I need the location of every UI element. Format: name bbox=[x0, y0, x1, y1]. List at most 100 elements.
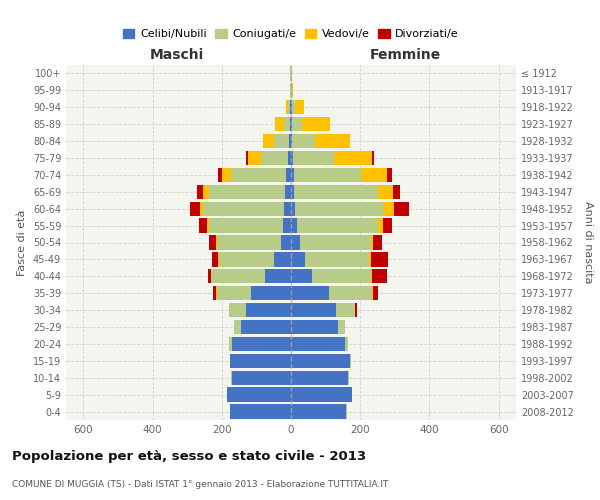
Bar bbox=[207, 218, 209, 233]
Bar bbox=[371, 236, 373, 250]
Bar bbox=[260, 151, 288, 165]
Bar bbox=[387, 168, 392, 182]
Bar bbox=[231, 168, 286, 182]
Bar bbox=[274, 134, 289, 148]
Bar bbox=[334, 151, 373, 165]
Bar bbox=[296, 218, 378, 233]
Bar bbox=[291, 252, 305, 266]
Bar bbox=[348, 370, 349, 385]
Bar bbox=[292, 83, 293, 98]
Bar bbox=[312, 269, 371, 283]
Bar bbox=[245, 151, 248, 165]
Bar bbox=[373, 236, 382, 250]
Bar bbox=[281, 236, 291, 250]
Y-axis label: Fasce di età: Fasce di età bbox=[17, 210, 27, 276]
Bar bbox=[284, 117, 290, 132]
Bar bbox=[287, 100, 290, 114]
Bar bbox=[291, 336, 344, 351]
Bar bbox=[227, 388, 291, 402]
Bar bbox=[291, 151, 293, 165]
Bar bbox=[290, 117, 291, 132]
Bar bbox=[292, 100, 295, 114]
Bar bbox=[203, 184, 209, 199]
Bar bbox=[361, 168, 387, 182]
Bar bbox=[285, 184, 291, 199]
Text: Popolazione per età, sesso e stato civile - 2013: Popolazione per età, sesso e stato civil… bbox=[12, 450, 366, 463]
Bar bbox=[209, 236, 215, 250]
Bar bbox=[371, 269, 387, 283]
Bar bbox=[283, 218, 291, 233]
Bar bbox=[197, 184, 203, 199]
Bar bbox=[199, 218, 207, 233]
Bar bbox=[291, 184, 295, 199]
Bar bbox=[291, 303, 336, 318]
Bar bbox=[291, 404, 346, 418]
Legend: Celibi/Nubili, Coniugati/e, Vedovi/e, Divorziati/e: Celibi/Nubili, Coniugati/e, Vedovi/e, Di… bbox=[119, 24, 463, 44]
Bar bbox=[291, 286, 329, 300]
Bar bbox=[274, 252, 291, 266]
Bar bbox=[209, 218, 283, 233]
Bar bbox=[293, 151, 334, 165]
Bar bbox=[232, 370, 291, 385]
Bar bbox=[288, 151, 291, 165]
Bar bbox=[349, 134, 350, 148]
Bar bbox=[315, 134, 349, 148]
Bar bbox=[215, 236, 217, 250]
Bar bbox=[218, 168, 222, 182]
Bar bbox=[230, 404, 291, 418]
Bar bbox=[373, 286, 378, 300]
Bar bbox=[229, 303, 246, 318]
Bar bbox=[394, 202, 409, 216]
Bar bbox=[248, 151, 260, 165]
Bar bbox=[289, 134, 291, 148]
Bar bbox=[355, 303, 357, 318]
Bar bbox=[246, 303, 291, 318]
Bar bbox=[290, 100, 291, 114]
Bar bbox=[291, 370, 348, 385]
Bar bbox=[230, 354, 291, 368]
Bar bbox=[291, 218, 296, 233]
Bar bbox=[295, 184, 377, 199]
Bar bbox=[305, 252, 369, 266]
Bar bbox=[299, 236, 371, 250]
Bar bbox=[217, 286, 251, 300]
Bar bbox=[338, 320, 344, 334]
Bar bbox=[383, 218, 392, 233]
Bar bbox=[232, 336, 291, 351]
Bar bbox=[265, 269, 291, 283]
Bar bbox=[234, 320, 241, 334]
Y-axis label: Anni di nascita: Anni di nascita bbox=[583, 201, 593, 284]
Bar bbox=[291, 236, 299, 250]
Bar bbox=[203, 202, 284, 216]
Text: Maschi: Maschi bbox=[149, 48, 204, 62]
Bar bbox=[217, 236, 281, 250]
Bar bbox=[291, 354, 350, 368]
Bar bbox=[336, 303, 355, 318]
Bar bbox=[286, 100, 287, 114]
Bar bbox=[214, 286, 216, 300]
Bar bbox=[211, 269, 265, 283]
Bar bbox=[251, 286, 291, 300]
Bar bbox=[291, 202, 295, 216]
Bar bbox=[219, 252, 274, 266]
Bar bbox=[291, 269, 312, 283]
Bar bbox=[291, 134, 292, 148]
Bar bbox=[295, 202, 383, 216]
Bar bbox=[377, 184, 393, 199]
Bar bbox=[294, 168, 361, 182]
Bar bbox=[190, 202, 200, 216]
Bar bbox=[291, 388, 352, 402]
Bar bbox=[371, 252, 388, 266]
Bar bbox=[275, 117, 284, 132]
Bar bbox=[369, 252, 371, 266]
Bar bbox=[284, 202, 291, 216]
Bar bbox=[291, 117, 292, 132]
Bar bbox=[241, 320, 291, 334]
Bar bbox=[329, 286, 373, 300]
Bar bbox=[302, 117, 330, 132]
Bar bbox=[295, 100, 304, 114]
Bar bbox=[291, 320, 338, 334]
Bar bbox=[212, 252, 218, 266]
Bar bbox=[208, 269, 211, 283]
Bar bbox=[383, 202, 394, 216]
